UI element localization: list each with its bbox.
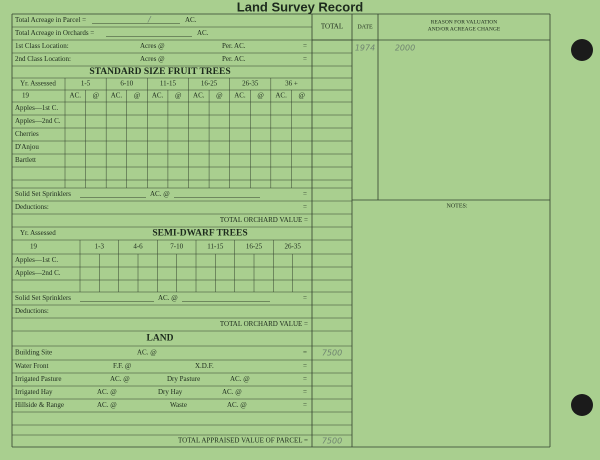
handwritten-entry: 2000 bbox=[395, 44, 415, 53]
field-label: Dry Pasture bbox=[167, 375, 200, 383]
total-label: TOTAL APPRAISED VALUE OF PARCEL = bbox=[178, 437, 308, 445]
column-header: TOTAL bbox=[321, 23, 343, 31]
field-label: Deductions: bbox=[15, 307, 49, 315]
equals-sign: = bbox=[303, 203, 307, 211]
sub-column: @ bbox=[298, 92, 305, 100]
field-label: Water Front bbox=[15, 362, 49, 370]
equals-sign: = bbox=[303, 375, 307, 383]
equals-sign: = bbox=[303, 294, 307, 302]
handwritten-entry: 7500 bbox=[322, 349, 342, 358]
section-heading: STANDARD SIZE FRUIT TREES bbox=[89, 67, 230, 77]
age-group: 1-5 bbox=[81, 80, 91, 88]
unit-label: Acres @ bbox=[140, 55, 165, 63]
field-label: 1st Class Location: bbox=[15, 42, 69, 50]
unit-label: AC. @ bbox=[137, 349, 157, 357]
field-label: Dry Hay bbox=[158, 388, 183, 396]
unit-label: F.F. @ bbox=[113, 362, 132, 370]
age-group: 11-15 bbox=[160, 80, 177, 88]
punch-hole bbox=[571, 394, 593, 416]
sub-column: AC. bbox=[111, 92, 123, 100]
total-label: TOTAL ORCHARD VALUE = bbox=[220, 216, 308, 224]
field-label: Deductions: bbox=[15, 203, 49, 211]
sub-column: AC. bbox=[275, 92, 287, 100]
field-label: 2nd Class Location: bbox=[15, 55, 71, 63]
column-header: Yr. Assessed bbox=[20, 229, 56, 237]
variety-label: Apples—2nd C. bbox=[15, 269, 61, 277]
equals-sign: = bbox=[303, 401, 307, 409]
field-label: Solid Set Sprinklers bbox=[15, 190, 71, 198]
field-label: Solid Set Sprinklers bbox=[15, 294, 71, 302]
unit-label: AC. @ bbox=[97, 388, 117, 396]
age-group: 26-35 bbox=[284, 243, 301, 251]
age-group: 36 + bbox=[285, 80, 298, 88]
equals-sign: = bbox=[303, 42, 307, 50]
unit-label: Acres @ bbox=[140, 42, 165, 50]
sub-column: AC. bbox=[152, 92, 164, 100]
variety-label: Apples—1st C. bbox=[15, 104, 58, 112]
unit-label: AC. @ bbox=[227, 401, 247, 409]
field-label: Hillside & Range bbox=[15, 401, 64, 409]
unit-label: AC. @ bbox=[150, 190, 170, 198]
variety-label: Cherries bbox=[15, 130, 39, 138]
section-heading: SEMI-DWARF TREES bbox=[152, 229, 247, 239]
column-header: Yr. Assessed bbox=[20, 80, 56, 88]
field-label: Waste bbox=[170, 401, 187, 409]
sub-column: @ bbox=[134, 92, 141, 100]
variety-label: Apples—2nd C. bbox=[15, 117, 61, 125]
variety-label: Bartlett bbox=[15, 156, 36, 164]
equals-sign: = bbox=[303, 55, 307, 63]
unit-label: AC. bbox=[197, 29, 209, 37]
equals-sign: = bbox=[303, 362, 307, 370]
age-group: 4-6 bbox=[133, 243, 143, 251]
age-group: 6-10 bbox=[120, 80, 133, 88]
variety-label: Apples—1st C. bbox=[15, 256, 58, 264]
sub-column: AC. bbox=[193, 92, 205, 100]
age-group: 16-25 bbox=[246, 243, 263, 251]
unit-label: AC. @ bbox=[222, 388, 242, 396]
year-prefix: 19 bbox=[30, 243, 38, 251]
total-label: TOTAL ORCHARD VALUE = bbox=[220, 320, 308, 328]
age-group: 16-25 bbox=[201, 80, 218, 88]
year-prefix: 19 bbox=[22, 92, 30, 100]
column-header: REASON FOR VALUATION bbox=[431, 19, 497, 25]
handwritten-entry: 1974 bbox=[355, 44, 375, 53]
unit-label: AC. bbox=[185, 16, 197, 24]
age-group: 26-35 bbox=[242, 80, 259, 88]
notes-header: NOTES: bbox=[447, 203, 468, 209]
sub-column: AC. bbox=[234, 92, 246, 100]
unit-label: AC. @ bbox=[110, 375, 130, 383]
variety-label: D'Anjou bbox=[15, 143, 39, 151]
sub-column: @ bbox=[93, 92, 100, 100]
column-header: DATE bbox=[357, 24, 373, 30]
section-heading: LAND bbox=[147, 334, 174, 344]
unit-label: Per. AC. bbox=[222, 55, 246, 63]
unit-label: Per. AC. bbox=[222, 42, 246, 50]
handwritten-entry: / bbox=[147, 15, 152, 24]
unit-label: AC. @ bbox=[97, 401, 117, 409]
age-group: 1-3 bbox=[95, 243, 105, 251]
sub-column: AC. bbox=[70, 92, 82, 100]
age-group: 7-10 bbox=[170, 243, 183, 251]
sub-column: @ bbox=[175, 92, 182, 100]
handwritten-entry: 7500 bbox=[322, 437, 342, 446]
equals-sign: = bbox=[303, 190, 307, 198]
unit-label: AC. @ bbox=[230, 375, 250, 383]
equals-sign: = bbox=[303, 388, 307, 396]
unit-label: AC. @ bbox=[158, 294, 178, 302]
equals-sign: = bbox=[303, 349, 307, 357]
field-label: X.D.F. bbox=[195, 362, 214, 370]
punch-hole bbox=[571, 39, 593, 61]
field-label: Total Acreage in Parcel = bbox=[15, 16, 86, 24]
form-title: Land Survey Record bbox=[237, 0, 363, 14]
sub-column: @ bbox=[216, 92, 223, 100]
field-label: Irrigated Hay bbox=[15, 388, 53, 396]
field-label: Total Acreage in Orchards = bbox=[15, 29, 94, 37]
field-label: Irrigated Pasture bbox=[15, 375, 61, 383]
age-group: 11-15 bbox=[207, 243, 224, 251]
field-label: Building Site bbox=[15, 349, 52, 357]
sub-column: @ bbox=[257, 92, 264, 100]
column-header: AND/OR ACREAGE CHANGE bbox=[428, 26, 501, 32]
